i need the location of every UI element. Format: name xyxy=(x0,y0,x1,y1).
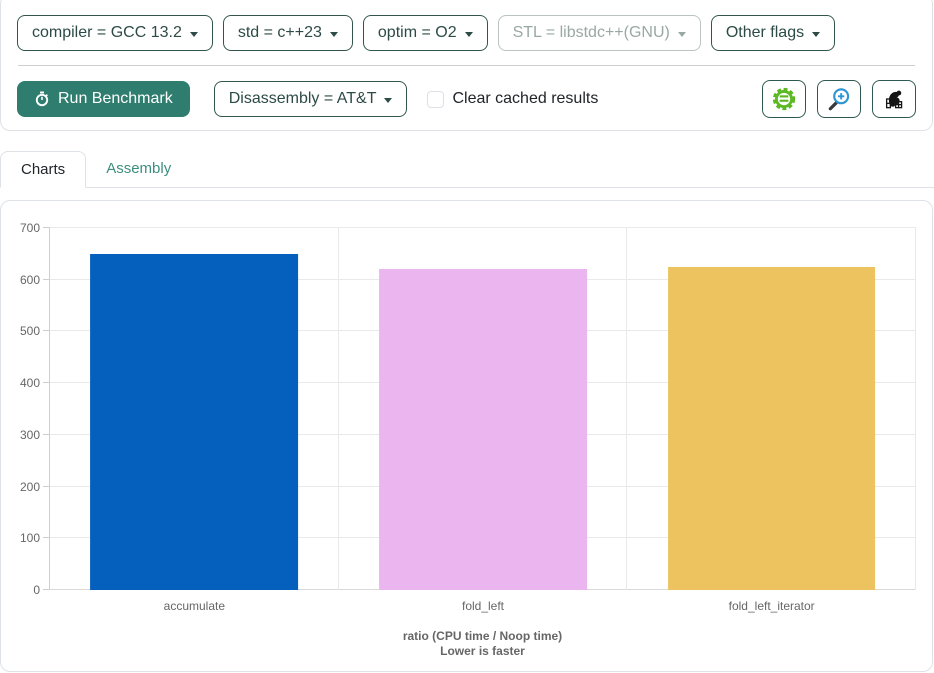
tab-charts[interactable]: Charts xyxy=(0,151,87,188)
bar-chart-plot-area: 0 100 200 300 400 500 600 700 accumulate fold_lef… xyxy=(20,221,916,613)
compiler-dropdown[interactable]: compiler = GCC 13.2 xyxy=(17,15,213,51)
magnifier-plus-icon xyxy=(828,88,850,111)
chart-caption: ratio (CPU time / Noop time) Lower is fa… xyxy=(49,629,916,659)
toolbar-card: compiler = GCC 13.2 std = c++23 optim = … xyxy=(0,0,933,131)
y-axis-tick xyxy=(43,382,50,384)
vertical-gridline xyxy=(337,228,339,590)
y-axis-tick-label: 500 xyxy=(19,324,40,339)
gridline xyxy=(50,227,916,228)
clear-cached-checkbox[interactable] xyxy=(427,90,445,108)
y-axis-tick-label: 0 xyxy=(33,583,40,597)
compiler-explorer-button[interactable] xyxy=(762,80,806,118)
x-axis-label-fold_left: fold_left xyxy=(461,599,505,613)
y-axis-tick-label: 100 xyxy=(19,531,40,546)
other-flags-dropdown-label: Other flags xyxy=(725,24,805,41)
chevron-down-icon xyxy=(189,31,198,37)
chevron-down-icon xyxy=(677,31,686,37)
std-dropdown-label: std = c++23 xyxy=(237,24,322,41)
chevron-down-icon xyxy=(384,97,393,103)
vertical-gridline xyxy=(915,228,916,590)
bar-fold_left xyxy=(379,269,587,590)
y-axis-tick xyxy=(43,433,50,435)
chevron-down-icon xyxy=(329,31,338,37)
compiler-explorer-gear-icon xyxy=(772,87,796,111)
y-axis-tick-label: 400 xyxy=(19,376,40,391)
disassembly-dropdown-label: Disassembly = AT&T xyxy=(228,90,377,107)
chart-caption-line1: ratio (CPU time / Noop time) xyxy=(402,629,563,643)
run-benchmark-label: Run Benchmark xyxy=(58,90,173,107)
build-bench-monkey-icon xyxy=(885,90,903,109)
clear-cached-checkbox-group[interactable]: Clear cached results xyxy=(427,90,598,108)
y-axis-tick-label: 600 xyxy=(19,272,40,287)
y-axis-tick xyxy=(43,537,50,539)
y-axis-tick-label: 700 xyxy=(19,221,40,235)
x-axis-label-accumulate: accumulate xyxy=(163,599,226,613)
compiler-options-row: compiler = GCC 13.2 std = c++23 optim = … xyxy=(17,15,916,51)
build-bench-button[interactable] xyxy=(872,80,916,118)
code-magnifier-button[interactable] xyxy=(817,80,861,118)
std-dropdown[interactable]: std = c++23 xyxy=(222,15,353,51)
y-axis-tick xyxy=(43,227,50,228)
y-axis-tick xyxy=(43,330,50,332)
y-axis-tick-label: 200 xyxy=(19,479,40,494)
stl-dropdown-label: STL = libstdc++(GNU) xyxy=(512,24,670,41)
toolbar-divider xyxy=(18,65,915,66)
other-flags-dropdown[interactable]: Other flags xyxy=(710,15,836,51)
y-axis-tick xyxy=(43,278,50,280)
optim-dropdown[interactable]: optim = O2 xyxy=(362,15,488,51)
tab-assembly[interactable]: Assembly xyxy=(106,160,172,177)
run-benchmark-button[interactable]: Run Benchmark xyxy=(17,81,190,117)
chevron-down-icon xyxy=(464,31,473,37)
actions-row: Run Benchmark Disassembly = AT&T Clear c… xyxy=(17,80,916,118)
y-axis-tick-label: 300 xyxy=(19,427,40,442)
chart-card: 0 100 200 300 400 500 600 700 accumulate fold_lef… xyxy=(0,200,933,672)
stl-dropdown: STL = libstdc++(GNU) xyxy=(497,15,701,51)
y-axis-tick xyxy=(43,589,50,590)
chart-caption-line2: Lower is faster xyxy=(440,644,525,658)
bar-accumulate xyxy=(90,253,299,590)
external-tools-group xyxy=(762,80,916,118)
clear-cached-label: Clear cached results xyxy=(452,90,599,107)
compiler-dropdown-label: compiler = GCC 13.2 xyxy=(32,24,182,41)
bar-fold_left_iterator xyxy=(667,267,876,590)
result-tabs: Charts Assembly xyxy=(0,151,934,188)
disassembly-dropdown[interactable]: Disassembly = AT&T xyxy=(213,81,408,117)
stopwatch-icon xyxy=(35,91,49,107)
x-axis-label-fold_left_iterator: fold_left_iterator xyxy=(728,599,815,613)
vertical-gridline xyxy=(626,228,628,590)
y-axis-tick xyxy=(43,485,50,487)
chevron-down-icon xyxy=(812,31,821,37)
optim-dropdown-label: optim = O2 xyxy=(377,24,457,41)
